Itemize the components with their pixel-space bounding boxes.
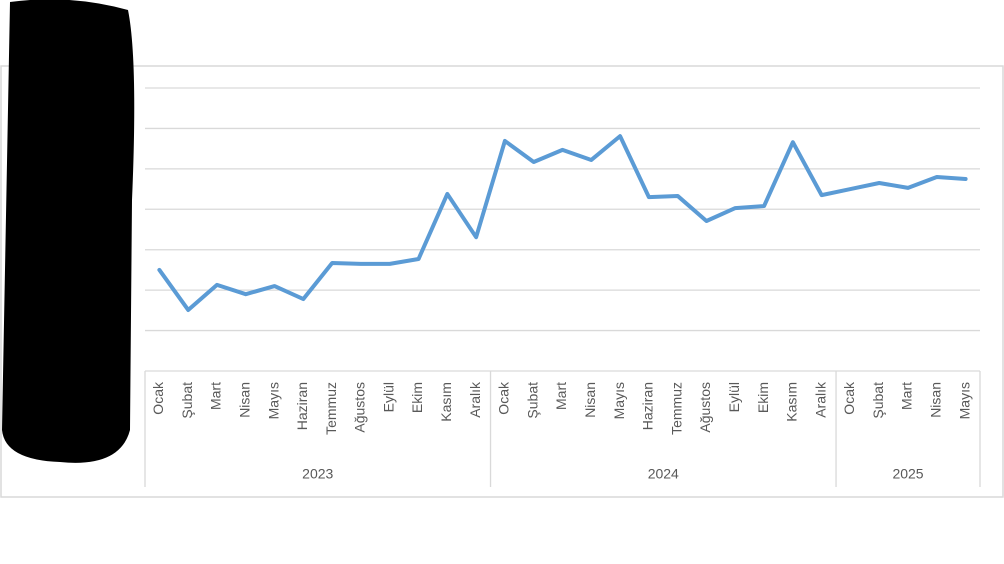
x-tick-label: Aralık	[467, 381, 483, 418]
x-tick-label: Ocak	[496, 381, 512, 415]
x-tick-label: Eylül	[726, 382, 742, 412]
data-line	[157, 134, 968, 312]
x-tick-label: Mart	[208, 382, 224, 410]
x-tick-label: Mart	[899, 382, 915, 410]
x-tick-label: Kasım	[784, 382, 800, 422]
x-tick-label: Mart	[553, 382, 569, 410]
x-tick-label: Aralık	[812, 381, 828, 418]
x-tick-label: Nisan	[236, 382, 252, 418]
x-tick-label: Şubat	[524, 382, 540, 419]
x-tick-label: Mayıs	[611, 382, 627, 419]
x-tick-label: Nisan	[582, 382, 598, 418]
x-tick-label: Temmuz	[323, 382, 339, 435]
x-tick-label: Kasım	[438, 382, 454, 422]
group-label: 2025	[892, 466, 923, 482]
x-tick-label: Şubat	[870, 382, 886, 419]
plot-area: Ocak Şubat Mart Nisan Mayıs Haziran Temmuz Ağus…	[144, 87, 981, 487]
x-tick-label: Haziran	[294, 382, 310, 430]
x-tick-label: Ekim	[409, 382, 425, 413]
x-tick-label: Nisan	[928, 382, 944, 418]
group-label: 2023	[302, 466, 333, 482]
x-tick-label: Ocak	[841, 381, 857, 415]
redaction	[2, 0, 135, 463]
x-tick-label: Mayıs	[956, 382, 972, 419]
x-tick-label: Eylül	[380, 382, 396, 412]
x-tick-label: Mayıs	[265, 382, 281, 419]
x-tick-label: Temmuz	[668, 382, 684, 435]
x-tick-label: Ocak	[150, 381, 166, 415]
group-label: 2024	[648, 466, 679, 482]
x-tick-label: Ekim	[755, 382, 771, 413]
chart-frame	[0, 65, 1004, 498]
x-tick-label: Haziran	[640, 382, 656, 430]
x-tick-label: Şubat	[179, 382, 195, 419]
x-tick-label: Ağustos	[697, 382, 713, 433]
x-tick-label: Ağustos	[352, 382, 368, 433]
